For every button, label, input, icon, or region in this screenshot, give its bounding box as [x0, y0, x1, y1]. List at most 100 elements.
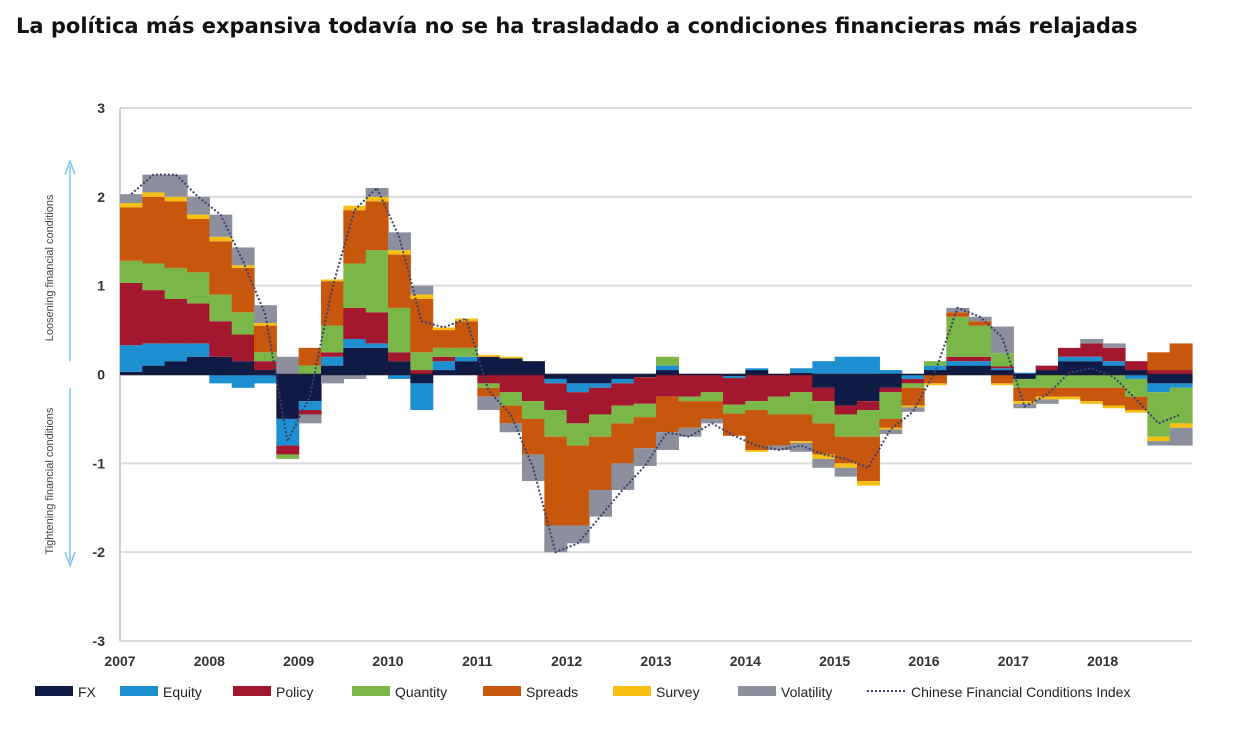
bar-segment-survey	[1013, 401, 1037, 404]
bar-segment-policy	[901, 378, 925, 384]
bar-segment-spreads	[254, 325, 277, 353]
bar-segment-fx	[1125, 370, 1148, 375]
bar-segment-equity	[924, 365, 947, 371]
bar-segment-quantity	[1035, 374, 1059, 388]
bar-segment-equity	[589, 383, 612, 388]
bar-segment-quantity	[1102, 374, 1126, 388]
bar-segment-quantity	[633, 403, 657, 418]
bar-segment-survey	[812, 454, 836, 459]
bar-segment-volatility	[566, 525, 590, 544]
bar-segment-quantity	[1125, 378, 1148, 397]
bar-segment-equity	[410, 383, 434, 411]
bar-segment-spreads	[700, 401, 724, 419]
bar-segment-volatility	[611, 463, 635, 490]
bar-segment-fx	[365, 347, 389, 375]
y-tick-label: 1	[97, 278, 105, 294]
bar-segment-policy	[1058, 347, 1081, 357]
bar-segment-quantity	[522, 401, 545, 419]
bar-segment-fx	[1169, 374, 1193, 384]
bar-segment-equity	[343, 338, 367, 348]
bar-segment-policy	[276, 445, 300, 455]
bar-segment-equity	[321, 356, 344, 366]
bar-segment-spreads	[991, 374, 1014, 384]
bar-segment-fx	[834, 374, 858, 406]
bar-segment-spreads	[1013, 387, 1037, 402]
bar-segment-fx	[187, 356, 210, 375]
bar-segment-survey	[924, 383, 947, 386]
bar-segment-spreads	[834, 436, 858, 464]
legend-swatch-survey	[613, 686, 651, 696]
bar-segment-policy	[522, 374, 545, 402]
bar-segment-equity	[455, 356, 478, 362]
bar-segment-volatility	[656, 432, 679, 451]
bar-segment-quantity	[1169, 387, 1193, 424]
bar-segment-quantity	[365, 250, 389, 313]
bar-segment-spreads	[633, 417, 657, 449]
bar-segment-policy	[1102, 347, 1126, 362]
bar-segment-volatility	[700, 418, 724, 424]
legend-swatch-spreads	[483, 686, 521, 696]
bar-segment-spreads	[723, 413, 746, 436]
bar-segment-spreads	[1035, 387, 1059, 397]
bar-segment-equity	[187, 343, 210, 357]
bar-segment-quantity	[656, 356, 679, 366]
bar-segment-quantity	[745, 401, 769, 411]
legend-label-volatility: Volatility	[781, 684, 832, 700]
bar-segment-fx	[298, 374, 322, 402]
bar-segment-survey	[343, 205, 367, 211]
bar-segment-equity	[365, 343, 389, 348]
bar-segment-policy	[120, 283, 143, 346]
bar-segment-quantity	[589, 414, 612, 437]
bar-segment-survey	[857, 481, 880, 486]
bar-segment-fx	[254, 370, 277, 375]
legend-swatch-volatility	[738, 686, 776, 696]
bar-segment-equity	[388, 374, 411, 379]
x-tick-label: 2014	[730, 653, 761, 669]
bar-segment-survey	[499, 356, 523, 359]
bar-segment-volatility	[812, 458, 836, 468]
bar-segment-spreads	[879, 418, 903, 428]
bar-segment-quantity	[566, 423, 590, 446]
bar-segment-spreads	[388, 254, 411, 308]
bar-segment-quantity	[142, 263, 166, 291]
bar-segment-quantity	[968, 325, 992, 357]
bar-segment-equity	[656, 365, 679, 371]
bar-segment-quantity	[388, 307, 411, 353]
bar-segment-spreads	[589, 436, 612, 490]
x-tick-label: 2016	[908, 653, 939, 669]
bar-segment-quantity	[1080, 374, 1104, 388]
bar-segment-quantity	[164, 267, 188, 299]
bar-segment-survey	[1035, 396, 1059, 400]
bar-segment-fx	[991, 370, 1014, 375]
tightening-label: Tightening financial conditions	[44, 407, 56, 554]
x-tick-label: 2012	[551, 653, 582, 669]
bar-segment-policy	[321, 352, 344, 357]
bar-segment-policy	[231, 334, 255, 362]
x-tick-label: 2018	[1087, 653, 1118, 669]
bar-segment-quantity	[209, 294, 233, 322]
bar-segment-quantity	[611, 405, 635, 424]
bar-segment-equity	[1169, 383, 1193, 388]
loosening-label: Loosening financial conditions	[44, 194, 56, 341]
bar-segment-fx	[164, 361, 188, 375]
legend-label-fx: FX	[78, 684, 97, 700]
bar-segment-fx	[544, 374, 568, 379]
legend-label-equity: Equity	[163, 684, 202, 700]
bar-segment-spreads	[678, 401, 702, 428]
bar-segment-policy	[1125, 361, 1148, 371]
bar-segment-volatility	[276, 356, 300, 375]
x-tick-label: 2017	[998, 653, 1029, 669]
bar-segment-equity	[723, 376, 746, 379]
bar-segment-volatility	[187, 196, 210, 215]
bar-segment-fx	[723, 374, 746, 377]
legend-label-spreads: Spreads	[526, 684, 578, 700]
bar-segment-spreads	[499, 405, 523, 424]
bar-segment-equity	[745, 368, 769, 371]
bar-segment-equity	[1147, 383, 1171, 393]
bar-segment-spreads	[187, 219, 210, 273]
bar-segment-quantity	[120, 260, 143, 284]
legend-label-quantity: Quantity	[395, 684, 447, 700]
bar-segment-spreads	[544, 436, 568, 526]
bar-segment-policy	[566, 392, 590, 424]
